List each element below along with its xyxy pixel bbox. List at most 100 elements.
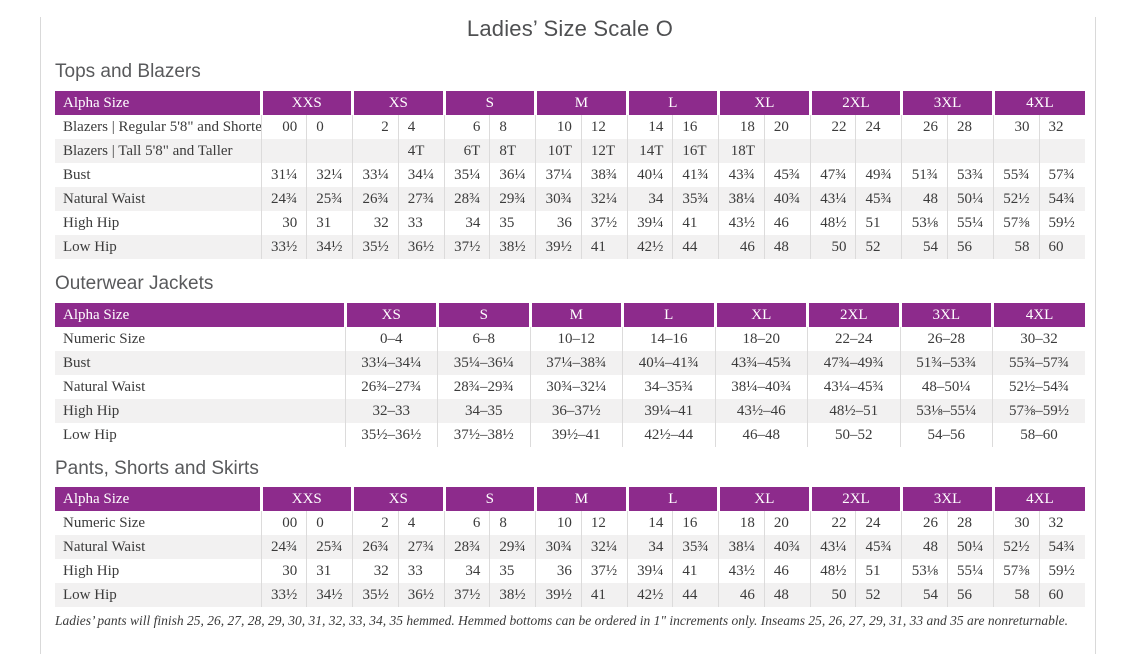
size-cell: 30¾–32¼ [529,375,623,399]
size-cell: 48 [901,535,948,559]
size-cell: 0 [306,115,353,139]
size-cell: 35¾ [672,187,719,211]
size-cell: 20 [763,511,811,535]
size-tables-container: Tops and Blazers Alpha Size XXS XS S M L XL 2XL 3… [55,60,1085,607]
size-cell: 0–4 [344,327,438,351]
size-column-header: 2XL [806,303,900,327]
size-cell: 26 [901,511,948,535]
size-cell: 48–50¼ [899,375,993,399]
size-cell: 52 [855,583,902,607]
size-cell: 56 [946,235,994,259]
size-column-header: 3XL [898,303,993,327]
size-cell: 00 [260,115,307,139]
size-cell: 33½ [260,583,307,607]
table-row: Blazers | Regular 5'8" and Shorter 00 0 2 4 6… [55,115,1085,139]
size-cell: 43½ [718,559,765,583]
size-cell: 43¾–45¾ [714,351,808,375]
size-cell: 40¼–41¾ [622,351,715,375]
size-table-pants-shorts-skirts: Alpha Size XXS XS S M L XL 2XL 3XL 4XL Numeric Siz… [55,487,1085,607]
size-column-header: XL [713,303,808,327]
size-cell: 31 [306,559,353,583]
size-cell: 41 [672,211,719,235]
row-label: Blazers | Regular 5'8" and Shorter [63,119,261,135]
size-cell: 35¼ [443,163,490,187]
size-cell: 4T [397,139,445,163]
size-cell: 53⅛ [901,559,948,583]
size-cell: 30¾ [535,187,582,211]
size-cell: 39¼ [626,211,673,235]
size-cell: 28 [946,511,994,535]
size-cell: 4 [397,511,445,535]
size-cell: 35 [489,559,536,583]
size-cell: 54 [901,235,948,259]
size-column-header: M [528,303,623,327]
size-column-header: 4XL [991,487,1085,511]
size-cell: 36½ [397,583,445,607]
size-cell: 43¼ [809,535,856,559]
size-cell: 53⅛ [901,211,948,235]
size-cell: 38½ [489,235,536,259]
size-cell: 53⅛–55¼ [899,399,993,423]
size-cell: 47¾–49¾ [807,351,900,375]
size-cell: 46 [763,211,811,235]
table-row: Natural Waist 24¾ 25¾ 26¾ 27¾ 28¾ 29¾ 30¾ 32¼ 34 3… [55,187,1085,211]
row-label: High Hip [63,563,120,579]
size-cell: 34 [626,187,673,211]
size-cell: 47¾ [809,163,856,187]
size-cell: 56 [946,583,994,607]
size-cell: 32 [1038,511,1085,535]
size-cell: 00 [260,511,307,535]
size-cell: 48 [901,187,948,211]
size-cell: 46 [718,235,765,259]
size-cell: 43¾ [718,163,765,187]
size-cell: 12 [580,511,628,535]
size-cell: 54¾ [1038,187,1085,211]
size-cell: 50 [809,235,856,259]
size-column-header: S [442,487,536,511]
size-cell: 30¾ [535,535,582,559]
size-cell: 2 [352,115,399,139]
size-cell [855,139,902,163]
size-cell: 16 [672,511,719,535]
size-cell: 44 [672,235,719,259]
size-cell: 32¼ [306,163,353,187]
size-cell: 34 [443,559,490,583]
size-cell: 41 [672,559,719,583]
size-cell: 10 [535,115,582,139]
size-cell: 41 [580,583,628,607]
size-cell: 30–32 [992,327,1085,351]
size-cell: 33¼ [352,163,399,187]
size-cell: 22 [809,511,856,535]
size-cell: 24 [855,511,902,535]
size-cell: 44 [672,583,719,607]
size-cell: 54 [901,583,948,607]
size-cell: 29¾ [489,535,536,559]
page-title: Ladies’ Size Scale O [466,16,674,41]
size-cell: 4 [397,115,445,139]
size-cell: 41¾ [672,163,719,187]
size-cell: 28¾–29¾ [437,375,530,399]
size-cell: 30 [260,559,307,583]
size-cell: 35½–36½ [344,423,438,447]
size-cell: 24¾ [260,187,307,211]
size-cell: 2 [352,511,399,535]
size-cell: 34¼ [397,163,445,187]
alpha-size-header: Alpha Size [55,91,261,115]
table-row: Numeric Size 00 0 2 4 6 8 10 12 14 16 18 20 22 24 26 28 3… [55,511,1085,535]
size-cell: 49¾ [855,163,902,187]
table-row: Bust 31¼ 32¼ 33¼ 34¼ 35¼ 36¼ 37¼ 38¾ 40¼ 41¾ 43¾ 45¾… [55,163,1085,187]
size-cell: 45¾ [855,535,902,559]
size-cell: 58–60 [992,423,1085,447]
size-cell: 36–37½ [529,399,623,423]
size-cell [901,139,948,163]
row-label: Low Hip [63,587,117,603]
size-cell: 10–12 [529,327,623,351]
size-column-header: XS [351,487,445,511]
table-header: Alpha Size XXS XS S M L XL 2XL 3XL 4XL [55,91,1085,115]
size-cell: 38¼ [718,187,765,211]
size-cell: 38¾ [580,163,628,187]
size-cell: 10T [535,139,582,163]
size-cell: 35¾ [672,535,719,559]
size-cell: 48 [763,583,811,607]
table-row: High Hip 32–33 34–35 36–37½ 39¼–41 43½–46 48½–… [55,399,1085,423]
